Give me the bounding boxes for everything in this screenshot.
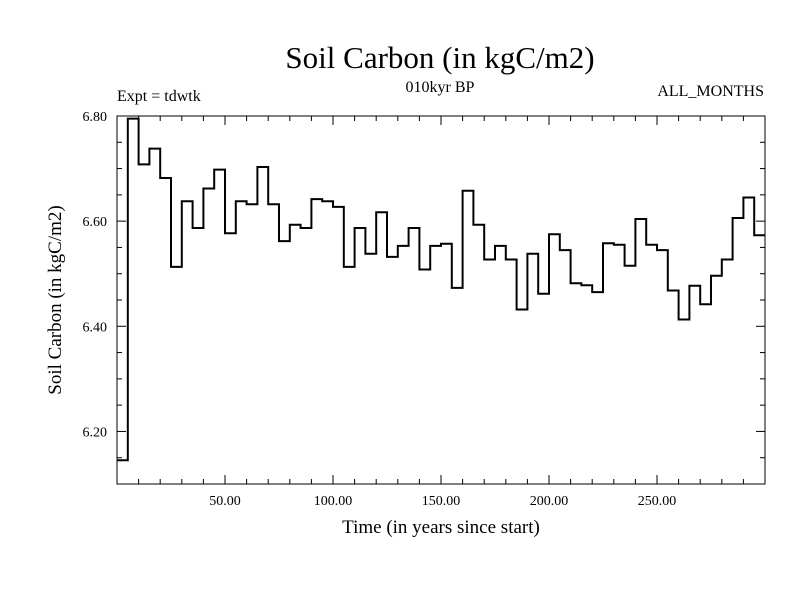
chart-subtitle: 010kyr BP: [405, 79, 475, 96]
months-label: ALL_MONTHS: [657, 83, 764, 100]
series-line-soil-carbon: [117, 117, 765, 462]
x-tick-label: 250.00: [638, 494, 677, 509]
x-tick-label: 150.00: [422, 494, 461, 509]
y-tick-label: 6.20: [83, 425, 108, 440]
x-tick-label: 50.00: [209, 494, 241, 509]
y-tick-label: 6.40: [83, 320, 108, 335]
y-axis-label: Soil Carbon (in kgC/m2): [45, 205, 66, 394]
experiment-label: Expt = tdwtk: [117, 88, 201, 105]
x-axis-label: Time (in years since start): [342, 517, 540, 538]
x-tick-label: 200.00: [530, 494, 569, 509]
chart-title: Soil Carbon (in kgC/m2): [285, 40, 595, 75]
y-tick-label: 6.80: [83, 110, 108, 125]
x-tick-label: 100.00: [314, 494, 353, 509]
y-tick-label: 6.60: [83, 215, 108, 230]
